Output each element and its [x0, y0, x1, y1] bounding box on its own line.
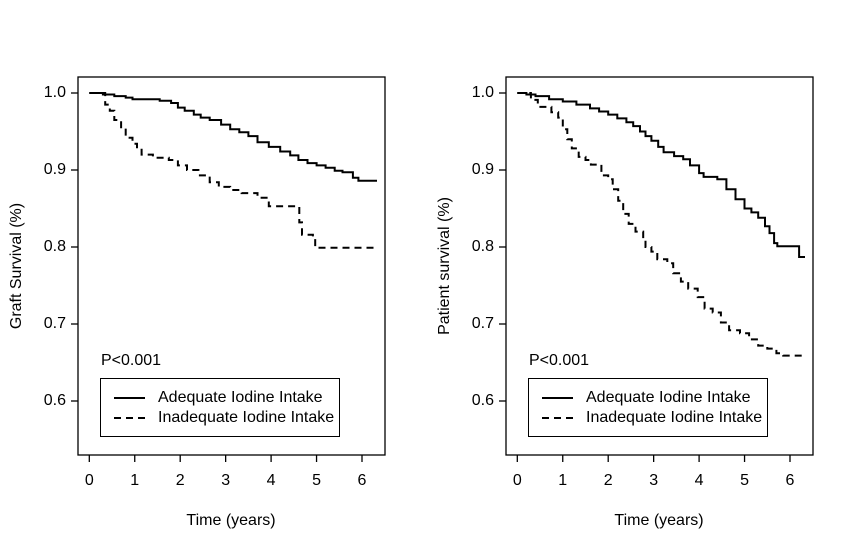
legend-label: Inadequate Iodine Intake [158, 409, 335, 426]
x-tick-label: 4 [694, 472, 704, 489]
y-tick-label: 0.6 [471, 392, 494, 409]
plot-border [77, 76, 386, 456]
x-axis-title: Time (years) [186, 512, 276, 529]
legend: Adequate Iodine Intake Inadequate Iodine… [100, 378, 340, 437]
legend-label: Adequate Iodine Intake [158, 389, 323, 406]
curve-inadequate-iodine-intake [517, 92, 805, 357]
y-tick-label: 0.8 [43, 238, 66, 255]
curve-inadequate-iodine-intake [89, 92, 376, 249]
legend-entry-inadequate: Inadequate Iodine Intake [101, 408, 339, 428]
plot-border [505, 76, 814, 456]
legend-label: Inadequate Iodine Intake [586, 409, 763, 426]
y-tick-label: 0.9 [43, 161, 66, 178]
graft-survival-panel: Graft Survival (%) Time (years) P<0.001 … [8, 84, 367, 529]
x-tick-label: 0 [84, 472, 94, 489]
legend-entry-adequate: Adequate Iodine Intake [101, 388, 339, 408]
x-tick-label: 0 [512, 472, 522, 489]
y-tick-label: 1.0 [43, 84, 66, 101]
x-tick-label: 6 [785, 472, 795, 489]
solid-line-sample-icon [542, 397, 573, 399]
y-tick-label: 0.8 [471, 238, 494, 255]
x-tick-label: 3 [649, 472, 659, 489]
dashed-line-sample-icon [542, 417, 573, 419]
x-tick-label: 6 [357, 472, 367, 489]
y-tick-label: 1.0 [471, 84, 494, 101]
y-tick-label: 0.6 [43, 392, 66, 409]
x-tick-label: 5 [312, 472, 321, 489]
x-tick-label: 5 [740, 472, 749, 489]
dashed-line-sample-icon [114, 417, 145, 419]
x-axis-title: Time (years) [614, 512, 704, 529]
x-tick-label: 2 [175, 472, 185, 489]
y-axis-title: Graft Survival (%) [8, 202, 25, 330]
curve-adequate-iodine-intake [517, 92, 805, 258]
legend-entry-inadequate: Inadequate Iodine Intake [529, 408, 767, 428]
x-tick-label: 1 [558, 472, 568, 489]
x-tick-label: 1 [130, 472, 140, 489]
legend-entry-adequate: Adequate Iodine Intake [529, 388, 767, 408]
p-value-annotation: P<0.001 [529, 352, 590, 369]
y-tick-label: 0.9 [471, 161, 494, 178]
legend-label: Adequate Iodine Intake [586, 389, 751, 406]
patient-survival-panel: Patient survival (%) Time (years) P<0.00… [428, 0, 856, 553]
x-tick-label: 4 [266, 472, 276, 489]
legend: Adequate Iodine Intake Inadequate Iodine… [528, 378, 768, 437]
solid-line-sample-icon [114, 397, 145, 399]
y-tick-label: 0.7 [43, 315, 66, 332]
y-tick-label: 0.7 [471, 315, 494, 332]
curve-adequate-iodine-intake [89, 92, 377, 182]
x-tick-label: 3 [221, 472, 231, 489]
x-tick-label: 2 [603, 472, 613, 489]
p-value-annotation: P<0.001 [101, 352, 162, 369]
